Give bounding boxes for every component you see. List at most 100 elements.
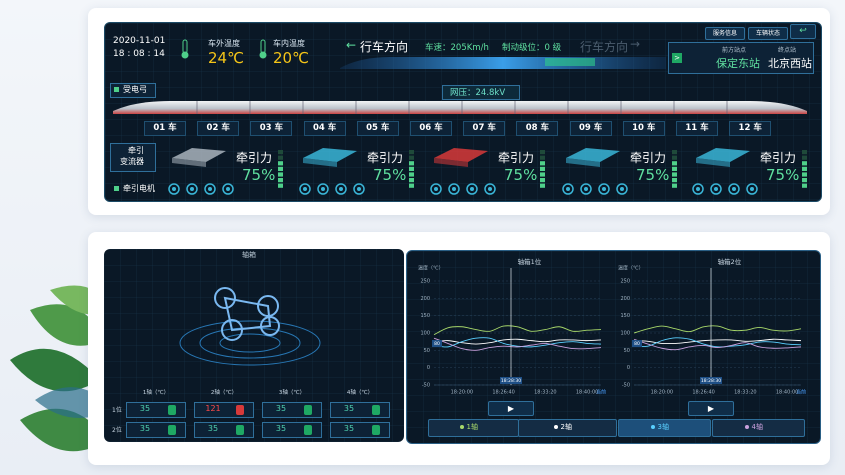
y-tick-label: 150 — [620, 313, 630, 319]
level-segment — [540, 183, 545, 188]
car-label: 11 车 — [676, 121, 718, 136]
row-label: 2位 — [112, 427, 122, 434]
traction-value: 75% — [504, 166, 538, 184]
play-button[interactable]: ▶ — [488, 401, 534, 416]
time: 18 : 08 : 14 — [113, 49, 165, 59]
station-box — [668, 42, 814, 74]
y-tick-label: 150 — [420, 313, 430, 319]
traction-label: 牵引力 — [367, 151, 404, 165]
x-tick-label: 18:40:00 — [776, 390, 798, 396]
temp-value: 35 — [139, 404, 151, 413]
temp-icon — [372, 405, 380, 415]
motor-icon — [696, 187, 700, 191]
bullet — [114, 186, 119, 191]
motor-icon — [317, 183, 329, 195]
y-tick-label: 100 — [420, 331, 430, 337]
traction-label: 牵引力 — [236, 151, 273, 165]
x-tick-label: 18:20:00 — [651, 390, 673, 396]
level-segment — [409, 166, 414, 171]
car-label: 03 车 — [250, 121, 293, 136]
temp-value: 121 — [205, 404, 221, 413]
motor-icon — [303, 187, 307, 191]
motor-icon — [562, 183, 574, 195]
traction-label: 牵引力 — [498, 151, 535, 165]
converter-side — [696, 158, 730, 167]
temp-value: 35 — [275, 404, 287, 413]
column-header: 3轴（℃） — [278, 390, 306, 396]
level-segment — [278, 166, 283, 171]
service-info-button[interactable]: 服务信息 — [705, 27, 745, 40]
column-header: 1轴（℃） — [142, 390, 170, 396]
level-segment — [672, 172, 677, 177]
motor-icon — [335, 183, 347, 195]
legend-dot — [459, 425, 464, 429]
level-segment — [540, 178, 545, 183]
temp-icon — [236, 425, 244, 435]
motor-icon — [750, 187, 754, 191]
car-label: 04 车 — [303, 121, 346, 136]
level-segment — [278, 150, 283, 155]
car-label: 12 车 — [729, 121, 772, 136]
traction-value: 75% — [373, 166, 407, 184]
bullet — [114, 87, 119, 92]
motor-icon — [732, 187, 736, 191]
motor-icon — [222, 183, 234, 195]
level-segment — [409, 172, 414, 177]
date: 2020-11-01 — [113, 36, 166, 46]
motor-icon — [186, 183, 198, 195]
y-tick-label: 50 — [624, 348, 630, 354]
motor-icon — [584, 187, 588, 191]
level-segment — [802, 178, 807, 183]
legend-dot — [650, 425, 655, 429]
outside-temp: 24℃ — [208, 49, 244, 67]
station-arrow: > — [672, 53, 682, 63]
play-button[interactable]: ▶ — [688, 401, 734, 416]
legend-button[interactable] — [518, 419, 617, 437]
legend-button[interactable] — [618, 419, 711, 437]
motor-icon — [434, 187, 438, 191]
motor-icon — [598, 183, 610, 195]
column-header: 4轴（℃） — [346, 390, 374, 396]
x-tick-label: 18:20:00 — [451, 390, 473, 396]
level-segment — [672, 183, 677, 188]
car-label: 02 车 — [197, 121, 240, 136]
motor-icon — [299, 183, 311, 195]
y-tick-label: -50 — [622, 383, 630, 389]
level-segment — [278, 183, 283, 188]
motor-icon — [710, 183, 722, 195]
motor-icon — [430, 183, 442, 195]
car-label: 01 车 — [144, 121, 186, 136]
marker-box — [632, 340, 642, 347]
motor-icon — [484, 183, 496, 195]
cursor-box — [700, 377, 722, 384]
motor-icon — [746, 183, 758, 195]
y-tick-label: 50 — [424, 348, 430, 354]
pantograph-label: 受电弓 — [123, 85, 147, 94]
x-tick-label: 18:26:40 — [492, 390, 514, 396]
traction-value: 75% — [766, 166, 800, 184]
motor-icon — [566, 187, 570, 191]
series-line — [633, 337, 802, 348]
temp-icon — [372, 425, 380, 435]
converter-icon — [566, 148, 620, 167]
motor-icon — [168, 183, 180, 195]
converter-body — [303, 148, 357, 162]
legend-label: 4轴 — [751, 423, 763, 431]
motor-icon — [466, 183, 478, 195]
y-tick-label: -50 — [422, 383, 430, 389]
vehicle-status-button[interactable]: 车辆状态 — [748, 27, 788, 40]
level-segment — [540, 166, 545, 171]
inside-temp-label: 车内温度 — [273, 39, 305, 48]
legend-button[interactable] — [712, 419, 805, 437]
y-tick-label: 0 — [427, 365, 430, 371]
converter-icon — [303, 148, 357, 167]
x-tick-label: 18:33:20 — [534, 390, 556, 396]
level-segment — [278, 155, 283, 160]
chart-title: 轴箱1位 — [518, 257, 542, 266]
thermo-icon — [181, 39, 189, 59]
level-segment — [672, 150, 677, 155]
return-button[interactable]: ↩ — [790, 24, 816, 39]
cursor-label: 18:28:30 — [501, 378, 521, 384]
motor-label: 牵引电机 — [123, 184, 155, 193]
